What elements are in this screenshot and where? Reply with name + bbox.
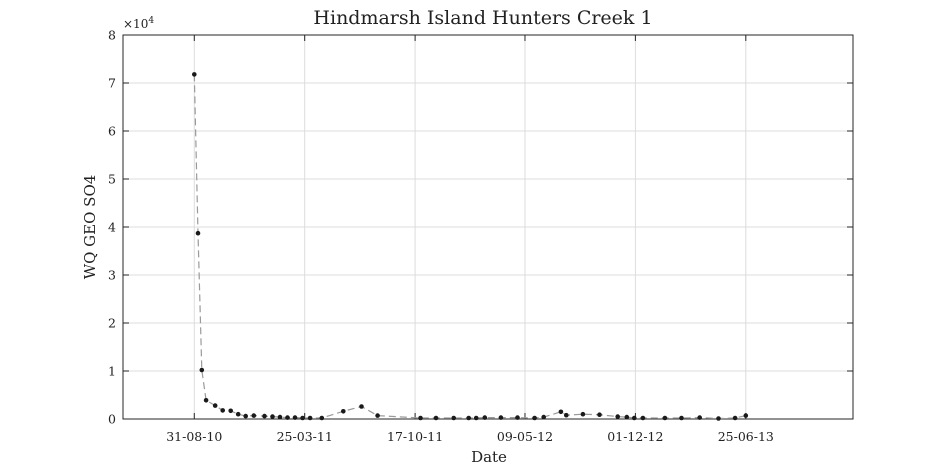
data-point: [220, 408, 225, 413]
data-point: [375, 413, 380, 418]
data-point: [235, 411, 241, 417]
data-point: [451, 415, 457, 421]
y-tick-label: 2: [108, 316, 116, 331]
data-point: [243, 413, 248, 419]
data-point: [716, 416, 721, 421]
y-axis-exponent-base: ×10: [123, 17, 148, 31]
series-line: [193, 74, 746, 420]
data-point: [203, 398, 209, 403]
data-point: [270, 414, 275, 419]
data-point: [341, 409, 346, 414]
x-tick-label: 25-03-11: [277, 429, 333, 444]
y-tick-label: 1: [108, 364, 116, 379]
data-point: [292, 415, 298, 420]
data-point: [212, 403, 218, 408]
data-point: [319, 415, 325, 421]
data-point: [580, 411, 586, 417]
data-point: [541, 414, 546, 420]
data-point: [251, 413, 257, 418]
chart-title: Hindmarsh Island Hunters Creek 1: [313, 7, 652, 29]
data-point: [473, 415, 479, 421]
y-tick-label: 4: [108, 220, 116, 235]
data-point: [564, 412, 569, 418]
y-tick-label: 5: [108, 172, 116, 187]
y-axis-exponent: ×104: [123, 16, 154, 31]
axis-ticks: 31-08-10 25-03-11 17-10-11 09-05-12 01-12-12…: [108, 28, 853, 444]
data-point: [277, 414, 283, 420]
data-point: [498, 415, 504, 420]
data-point: [195, 230, 201, 236]
data-point: [359, 404, 364, 409]
y-tick-label: 7: [108, 76, 116, 91]
y-tick-label: 3: [108, 268, 116, 283]
data-point: [199, 367, 205, 373]
x-tick-label: 25-06-13: [718, 429, 774, 444]
data-point: [697, 415, 702, 420]
data-point: [418, 415, 423, 421]
data-point: [640, 415, 646, 421]
data-point: [597, 412, 602, 418]
data-point: [433, 415, 439, 421]
y-axis-exponent-power: 4: [148, 16, 154, 26]
data-point: [482, 415, 488, 420]
data-point: [285, 415, 290, 420]
data-point: [192, 72, 197, 77]
grid-lines: [123, 35, 853, 419]
x-tick-label: 09-05-12: [497, 429, 553, 444]
data-point: [558, 409, 564, 415]
data-point: [743, 413, 749, 418]
y-tick-label: 8: [108, 28, 116, 43]
data-point: [307, 415, 313, 421]
data-point: [732, 415, 738, 421]
data-point: [532, 415, 537, 421]
data-point: [679, 415, 684, 421]
data-point: [515, 415, 520, 420]
y-tick-label: 0: [108, 412, 116, 427]
x-tick-label: 31-08-10: [166, 429, 222, 444]
x-tick-label: 17-10-11: [387, 429, 443, 444]
data-point: [466, 415, 472, 421]
data-point: [228, 408, 233, 414]
data-point: [262, 413, 267, 419]
data-point: [624, 414, 630, 420]
x-tick-label: 01-12-12: [607, 429, 663, 444]
y-axis-label: WQ GEO SO4: [81, 175, 99, 280]
data-point: [615, 414, 620, 419]
x-axis-label: Date: [471, 448, 507, 466]
data-point: [632, 415, 637, 421]
data-point: [300, 415, 305, 421]
data-point: [662, 415, 668, 421]
data-points: [192, 72, 749, 421]
y-tick-label: 6: [108, 124, 116, 139]
